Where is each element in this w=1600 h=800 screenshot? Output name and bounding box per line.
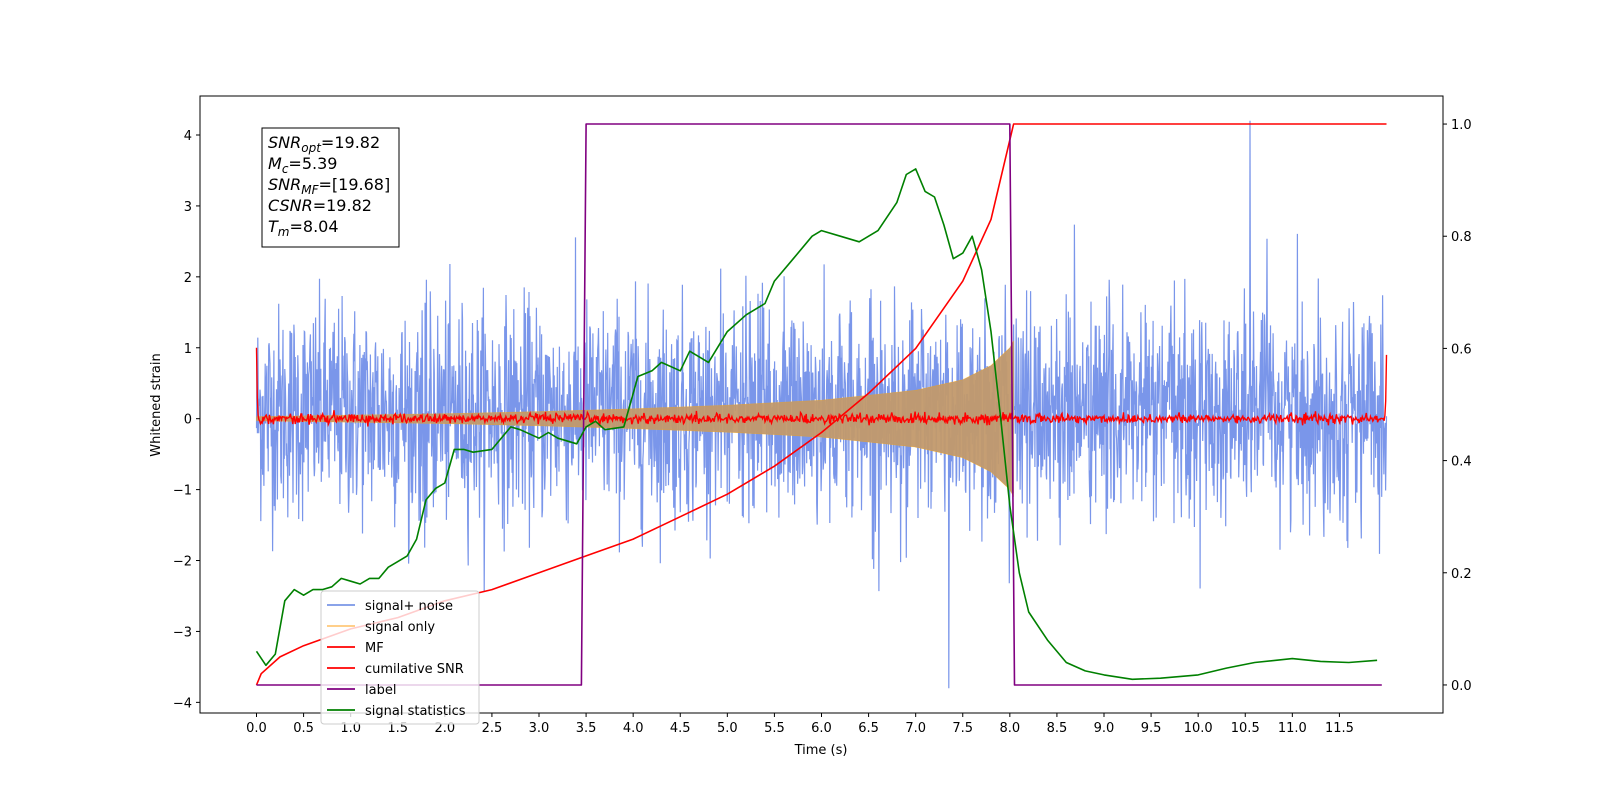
legend-label: signal+ noise bbox=[365, 599, 453, 614]
x-tick-label: 3.0 bbox=[529, 721, 550, 736]
y-axis-left: −4 −3 −2 −1 0 1 2 3 4 bbox=[173, 129, 200, 711]
annotation-line: SNRopt=19.82 bbox=[268, 133, 380, 155]
x-tick-label: 0.0 bbox=[246, 721, 267, 736]
legend-frame bbox=[320, 590, 480, 725]
x-tick-label: 9.0 bbox=[1094, 721, 1115, 736]
x-tick-label: 2.5 bbox=[482, 721, 503, 736]
y-tick-label: −2 bbox=[173, 555, 192, 570]
y-tick-label: −1 bbox=[173, 484, 192, 499]
signal-statistics-line bbox=[255, 168, 1378, 681]
plot-area bbox=[255, 120, 1388, 689]
x-tick-label: 11.0 bbox=[1278, 721, 1307, 736]
y-tick-label: −3 bbox=[173, 625, 192, 640]
y2-tick-label: 0.4 bbox=[1451, 455, 1472, 470]
legend-label: MF bbox=[365, 641, 384, 656]
x-tick-label: 8.5 bbox=[1047, 721, 1068, 736]
mf-series bbox=[255, 347, 1388, 428]
x-tick-label: 10.5 bbox=[1231, 721, 1260, 736]
x-tick-label: 5.0 bbox=[717, 721, 738, 736]
right-axis-series bbox=[255, 123, 1387, 686]
y-tick-label: 1 bbox=[184, 342, 192, 357]
x-tick-label: 5.5 bbox=[764, 721, 785, 736]
x-tick-label: 6.0 bbox=[811, 721, 832, 736]
label-line bbox=[256, 123, 1382, 686]
annotation-line: SNRMF=[19.68] bbox=[268, 175, 390, 197]
x-tick-label: 1.5 bbox=[387, 721, 408, 736]
x-tick-label: 3.5 bbox=[576, 721, 597, 736]
y-tick-label: −4 bbox=[173, 696, 192, 711]
legend-label: label bbox=[365, 683, 396, 698]
x-tick-label: 8.0 bbox=[999, 721, 1020, 736]
cumilative-snr-line bbox=[255, 123, 1387, 686]
x-tick-label: 4.5 bbox=[670, 721, 691, 736]
mf-line bbox=[255, 347, 1388, 428]
signal-noise-line bbox=[255, 120, 1388, 689]
y2-tick-label: 1.0 bbox=[1451, 118, 1472, 133]
y2-tick-label: 0.6 bbox=[1451, 342, 1472, 357]
legend-label: signal statistics bbox=[365, 704, 466, 719]
legend: signal+ noise signal only MF cumilative SNR… bbox=[320, 590, 480, 725]
x-tick-label: 0.5 bbox=[293, 721, 314, 736]
x-tick-label: 2.0 bbox=[434, 721, 455, 736]
y-axis-label: Whitened strain bbox=[149, 353, 164, 456]
x-axis: 0.0 0.5 1.0 1.5 2.0 2.5 3.0 3.5 4.0 4.5 5.0 5.5 6.0 6… bbox=[246, 713, 1354, 736]
y-tick-label: 4 bbox=[184, 129, 192, 144]
annotation-frame bbox=[261, 127, 400, 248]
x-tick-label: 7.5 bbox=[952, 721, 973, 736]
y-tick-label: 3 bbox=[184, 200, 192, 215]
x-tick-label: 11.5 bbox=[1325, 721, 1354, 736]
x-tick-label: 7.0 bbox=[905, 721, 926, 736]
x-tick-label: 9.5 bbox=[1141, 721, 1162, 736]
x-tick-label: 6.5 bbox=[858, 721, 879, 736]
annotation-line: CSNR=19.82 bbox=[268, 196, 372, 215]
y-tick-label: 0 bbox=[184, 413, 192, 428]
x-tick-label: 10.0 bbox=[1184, 721, 1213, 736]
y2-tick-label: 0.2 bbox=[1451, 567, 1472, 582]
x-tick-label: 4.0 bbox=[623, 721, 644, 736]
y-axis-right: 0.0 0.2 0.4 0.6 0.8 1.0 bbox=[1443, 118, 1472, 694]
legend-label: cumilative SNR bbox=[365, 662, 464, 677]
y2-tick-label: 0.8 bbox=[1451, 230, 1472, 245]
x-tick-label: 1.0 bbox=[340, 721, 361, 736]
signal-noise-series bbox=[255, 120, 1388, 689]
annotation-line: Mc=5.39 bbox=[268, 154, 337, 176]
y2-tick-label: 0.0 bbox=[1451, 679, 1472, 694]
y-tick-label: 2 bbox=[184, 271, 192, 286]
x-axis-label: Time (s) bbox=[794, 743, 848, 758]
annotation-line: Tm=8.04 bbox=[268, 217, 339, 239]
legend-label: signal only bbox=[365, 620, 435, 635]
stats-annotation-box: SNRopt=19.82Mc=5.39SNRMF=[19.68]CSNR=19.… bbox=[261, 127, 400, 248]
